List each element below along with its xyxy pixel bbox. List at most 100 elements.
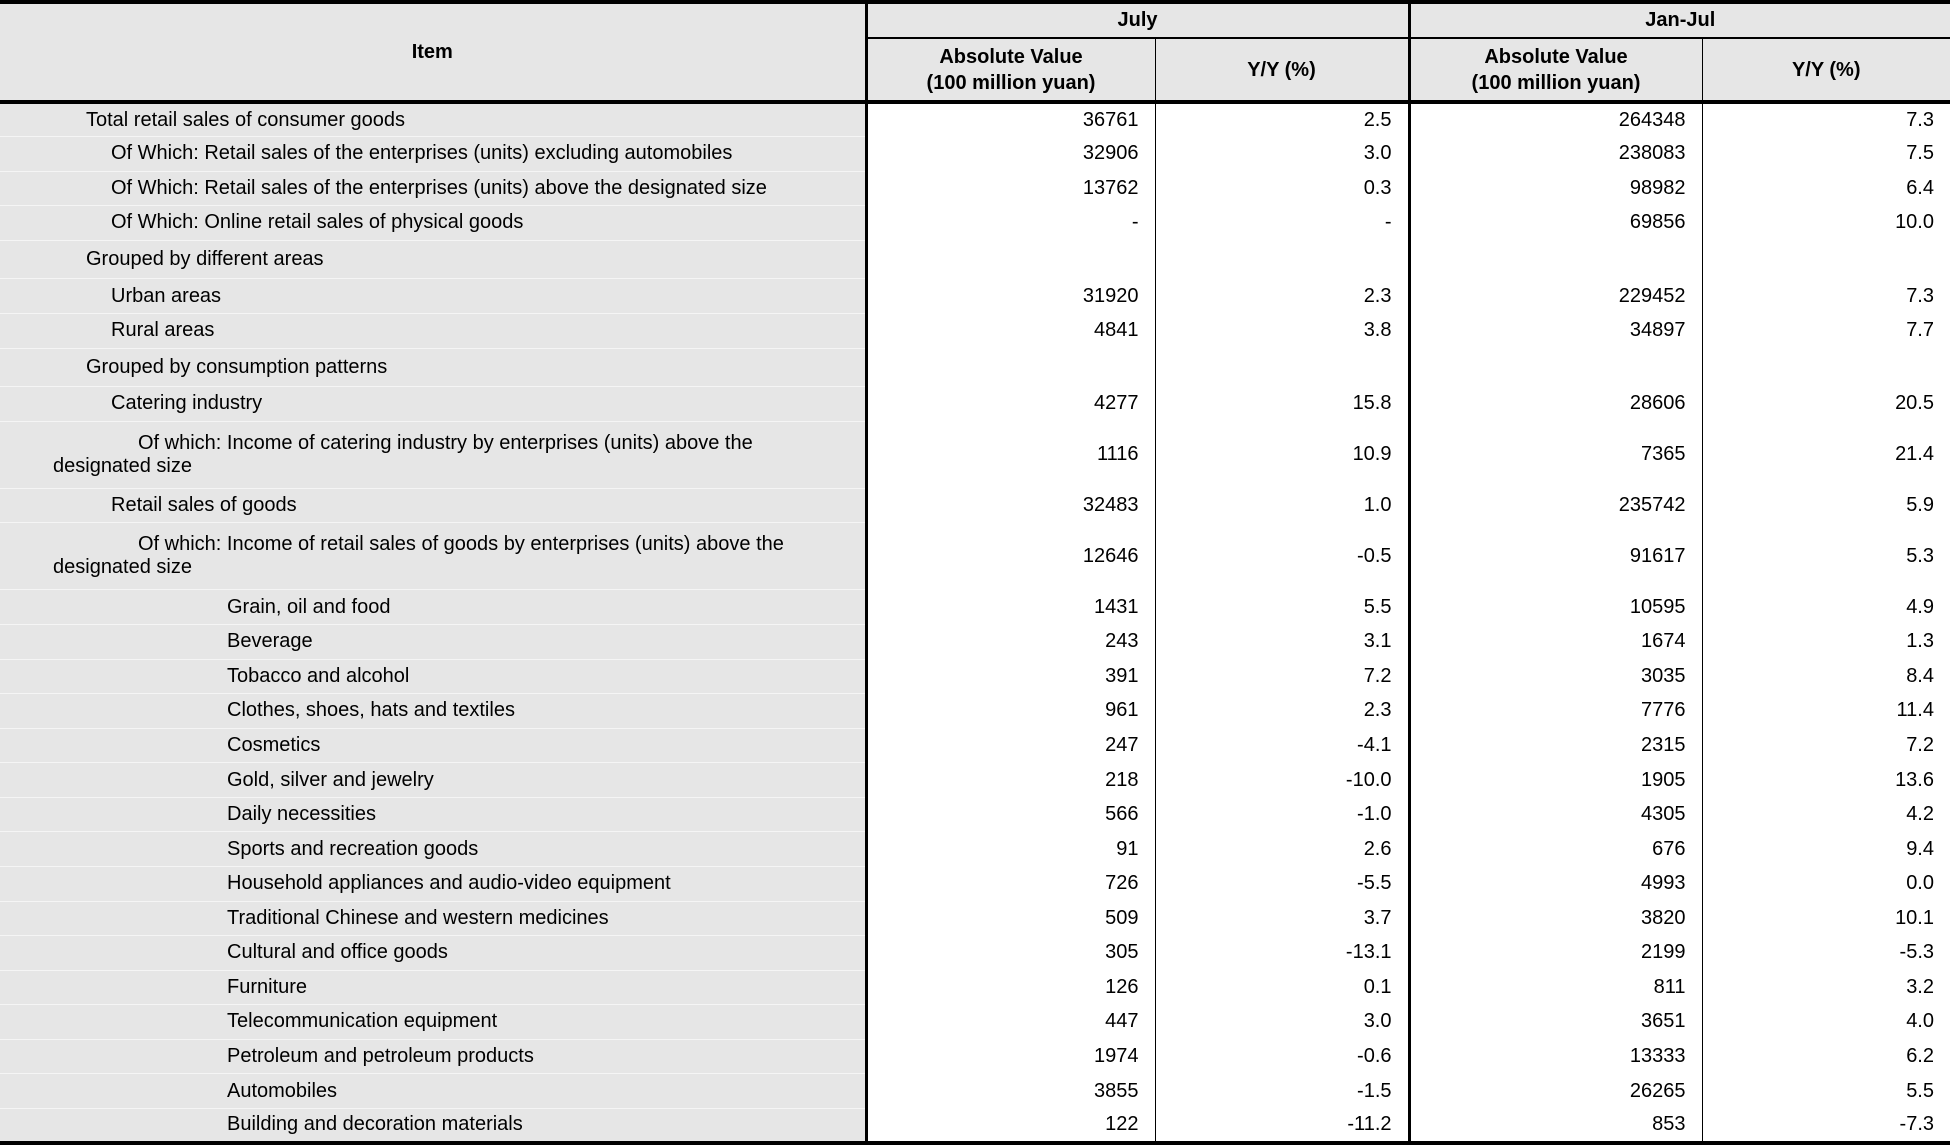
group-header-jan-jul: Jan-Jul (1407, 2, 1950, 39)
value-cell: -5.5 (1154, 866, 1409, 901)
item-cell: Grain, oil and food (0, 589, 866, 625)
value-cell: -1.0 (1154, 797, 1409, 832)
item-cell: Total retail sales of consumer goods (0, 102, 866, 138)
value-cell: 3855 (864, 1073, 1155, 1109)
item-cell: Gold, silver and jewelry (0, 762, 866, 798)
value-cell: 3.8 (1154, 313, 1409, 348)
group-header-july: July (864, 2, 1409, 39)
column-header-july-absolute-value: Absolute Value (100 million yuan) (864, 38, 1155, 104)
table-row: Gold, silver and jewelry 218 -10.0 1905 … (0, 762, 1950, 798)
value-cell: 21.4 (1701, 421, 1950, 489)
value-cell: 509 (864, 901, 1155, 936)
table-row: Cultural and office goods 305 -13.1 2199… (0, 935, 1950, 971)
value-cell: 218 (864, 762, 1155, 798)
value-cell: 1974 (864, 1039, 1155, 1074)
item-cell: Cultural and office goods (0, 935, 866, 971)
value-cell: 238083 (1407, 136, 1702, 172)
value-cell: -0.5 (1154, 522, 1409, 590)
item-cell: Beverage (0, 624, 866, 660)
value-cell: -1.5 (1154, 1073, 1409, 1109)
value-cell: 4277 (864, 386, 1155, 422)
value-cell: 7.3 (1701, 278, 1950, 314)
value-cell: 5.5 (1154, 589, 1409, 625)
value-cell: 32483 (864, 488, 1155, 523)
group-header-row: Item July Jan-Jul (0, 2, 1950, 104)
value-cell: 1.0 (1154, 488, 1409, 523)
value-cell: 31920 (864, 278, 1155, 314)
column-header-janjul-yoy: Y/Y (%) (1701, 38, 1950, 104)
value-cell: 6.4 (1701, 171, 1950, 206)
value-cell: 3035 (1407, 659, 1702, 694)
value-cell: 28606 (1407, 386, 1702, 422)
value-cell: 10.9 (1154, 421, 1409, 489)
value-cell: 447 (864, 1004, 1155, 1040)
value-cell: 2.5 (1154, 102, 1409, 137)
section-row: Grouped by consumption patterns (0, 348, 1950, 388)
value-cell (1701, 240, 1950, 279)
value-cell: 7.2 (1154, 659, 1409, 694)
value-cell (1407, 348, 1702, 387)
value-cell: 3.0 (1154, 136, 1409, 172)
value-cell: 13333 (1407, 1039, 1702, 1074)
value-cell: 391 (864, 659, 1155, 694)
value-cell: -10.0 (1154, 762, 1409, 798)
value-cell: 5.5 (1701, 1073, 1950, 1109)
value-cell (1154, 348, 1409, 387)
value-cell: 961 (864, 693, 1155, 729)
value-cell: 0.3 (1154, 171, 1409, 206)
value-cell: 10595 (1407, 589, 1702, 625)
value-cell (1154, 240, 1409, 279)
value-cell: 2199 (1407, 935, 1702, 971)
item-cell: Petroleum and petroleum products (0, 1039, 866, 1075)
item-cell: Traditional Chinese and western medicine… (0, 901, 866, 937)
value-cell: 126 (864, 970, 1155, 1005)
value-cell: 243 (864, 624, 1155, 660)
section-label-cell: Grouped by different areas (0, 240, 866, 280)
item-cell: Rural areas (0, 313, 866, 349)
value-cell: 1.3 (1701, 624, 1950, 660)
value-cell: 853 (1407, 1108, 1702, 1143)
item-cell: Catering industry (0, 386, 866, 422)
item-cell: Retail sales of goods (0, 488, 866, 524)
table-row: Tobacco and alcohol 391 7.2 3035 8.4 (0, 659, 1950, 695)
item-cell: Of Which: Online retail sales of physica… (0, 205, 866, 241)
value-cell: 811 (1407, 970, 1702, 1005)
item-cell: Of which: Income of retail sales of good… (0, 522, 866, 591)
item-cell: Household appliances and audio-video equ… (0, 866, 866, 902)
value-cell: 4841 (864, 313, 1155, 348)
value-cell: 7365 (1407, 421, 1702, 489)
value-cell: 36761 (864, 102, 1155, 137)
value-cell: 0.1 (1154, 970, 1409, 1005)
item-cell: Furniture (0, 970, 866, 1006)
value-cell: 26265 (1407, 1073, 1702, 1109)
table-row: Of which: Income of retail sales of good… (0, 522, 1950, 591)
value-cell (864, 240, 1155, 279)
value-cell: - (1154, 205, 1409, 241)
value-cell: 7.7 (1701, 313, 1950, 348)
value-cell: 1674 (1407, 624, 1702, 660)
table-row: Total retail sales of consumer goods 367… (0, 102, 1950, 138)
table-row: Traditional Chinese and western medicine… (0, 901, 1950, 937)
value-cell: 247 (864, 728, 1155, 763)
value-cell (1701, 348, 1950, 387)
table-row: Cosmetics 247 -4.1 2315 7.2 (0, 728, 1950, 764)
value-cell: -11.2 (1154, 1108, 1409, 1143)
value-cell: -0.6 (1154, 1039, 1409, 1074)
item-cell: Daily necessities (0, 797, 866, 833)
table-row: Of Which: Retail sales of the enterprise… (0, 136, 1950, 172)
table-row: Of Which: Online retail sales of physica… (0, 205, 1950, 241)
column-header-july-yoy: Y/Y (%) (1154, 38, 1409, 104)
value-cell: 34897 (1407, 313, 1702, 348)
value-cell: 8.4 (1701, 659, 1950, 694)
value-cell: 305 (864, 935, 1155, 971)
value-cell: 235742 (1407, 488, 1702, 523)
value-cell: 3.0 (1154, 1004, 1409, 1040)
value-cell: 91 (864, 831, 1155, 867)
value-cell: 4.2 (1701, 797, 1950, 832)
section-row: Grouped by different areas (0, 240, 1950, 280)
table-row: Automobiles 3855 -1.5 26265 5.5 (0, 1073, 1950, 1109)
item-cell: Of Which: Retail sales of the enterprise… (0, 136, 866, 172)
value-cell: 4.9 (1701, 589, 1950, 625)
value-cell: -13.1 (1154, 935, 1409, 971)
